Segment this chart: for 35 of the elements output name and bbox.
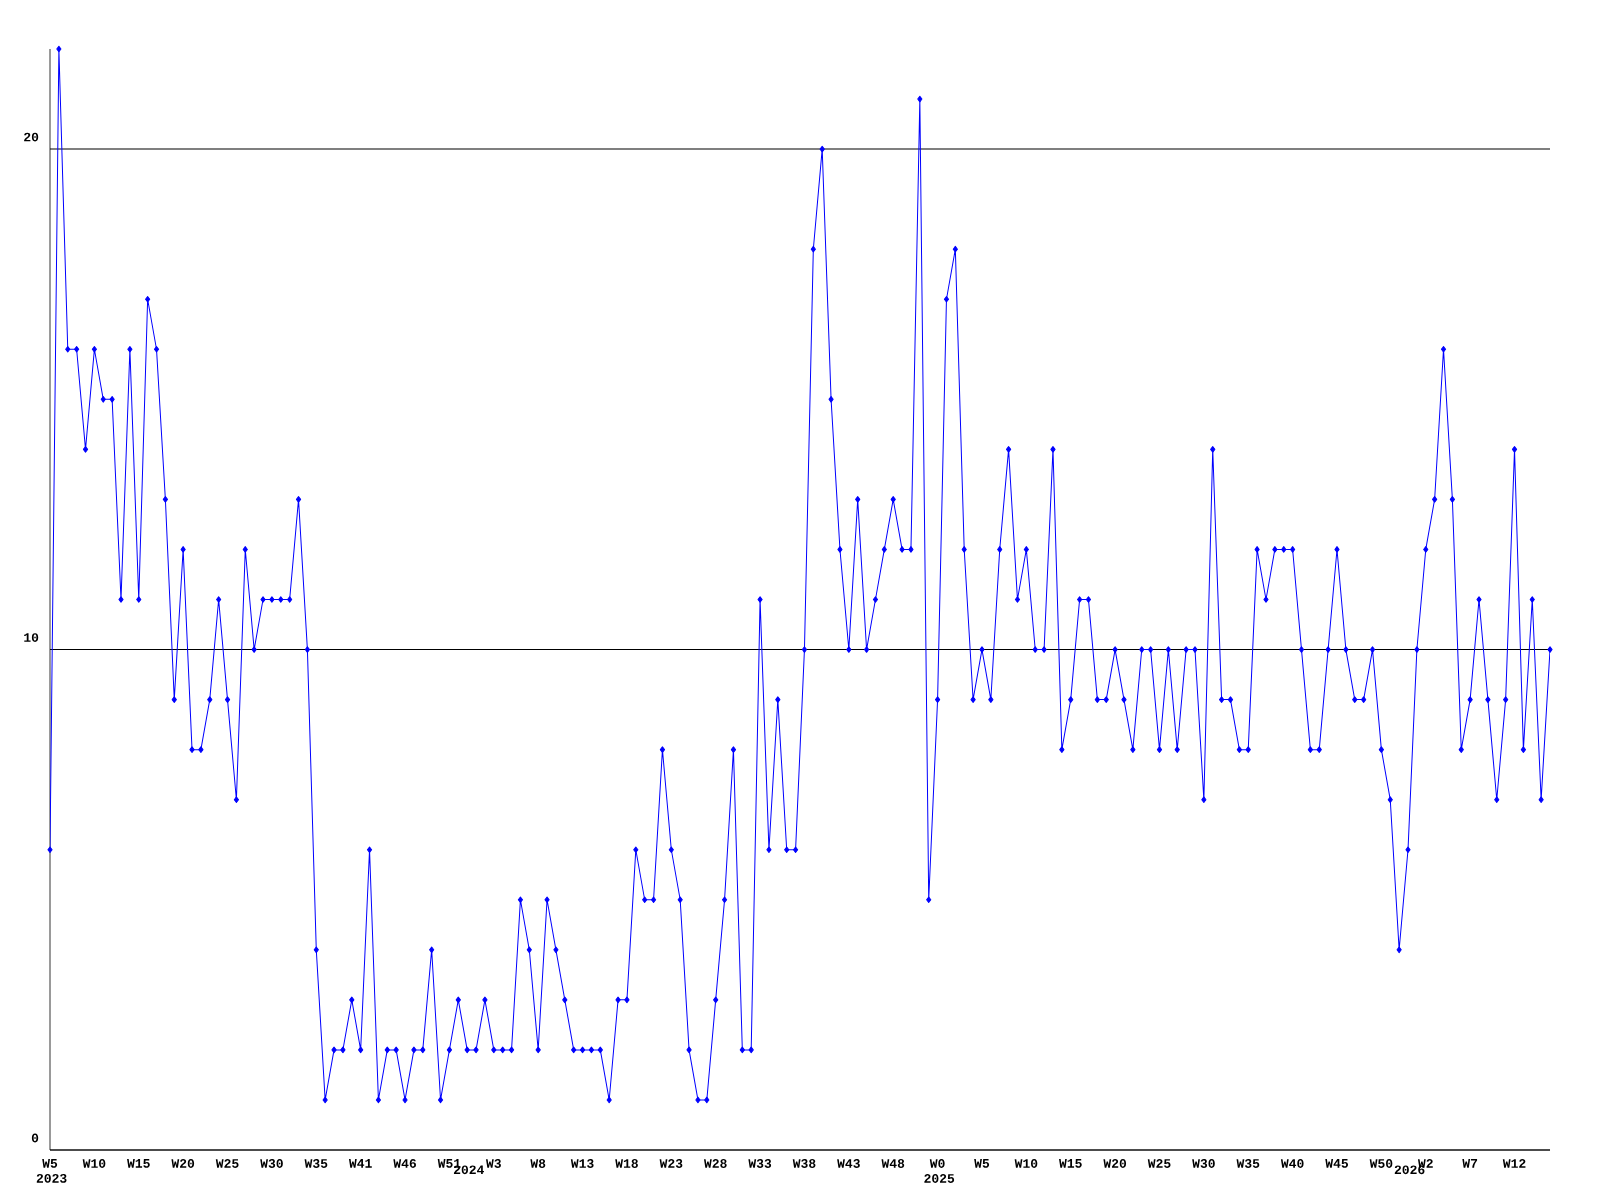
x-tick-label: W28 [703, 1159, 727, 1168]
x-tick-label: W5 2023 [36, 1159, 67, 1183]
x-tick-label: W0 2025 [924, 1159, 955, 1183]
x-tick-label: W30 [260, 1159, 283, 1168]
x-tick-label: W43 [837, 1159, 860, 1168]
x-tick-label: W23 [659, 1159, 683, 1168]
x-tick-label: W25 [1147, 1159, 1171, 1168]
x-tick-label: W7 [1462, 1159, 1478, 1168]
x-tick-label: W15 [127, 1159, 150, 1168]
x-tick-label: W46 [393, 1159, 416, 1168]
x-tick-label: W35 [304, 1159, 328, 1168]
x-tick-label: W8 [530, 1159, 546, 1168]
x-tick-label: W15 [1059, 1159, 1082, 1168]
x-tick-label: W18 [615, 1159, 638, 1168]
x-tick-label: W35 [1236, 1159, 1260, 1168]
x-tick-label: W12 [1502, 1159, 1526, 1168]
x-tick-label: W3 [485, 1159, 501, 1168]
x-tick-label: W38 [792, 1159, 816, 1168]
x-tick-label: W48 [881, 1159, 905, 1168]
x-tick-label: W25 [215, 1159, 239, 1168]
x-tick-label: W41 [348, 1159, 372, 1168]
y-tick-label: 20 [24, 132, 39, 142]
y-tick-label: 0 [31, 1133, 39, 1143]
x-tick-label: W10 [82, 1159, 106, 1168]
y-tick-label: 10 [24, 633, 39, 642]
x-tick-label: W33 [748, 1159, 772, 1168]
x-tick-label: W40 [1280, 1159, 1304, 1168]
x-tick-label: W13 [570, 1159, 594, 1168]
x-tick-label: W50 [1369, 1159, 1393, 1168]
x-tick-label: W10 [1014, 1159, 1038, 1168]
x-tick-label: W30 [1192, 1159, 1215, 1168]
x-tick-label: W45 [1325, 1159, 1349, 1168]
x-tick-label: W5 [974, 1159, 990, 1168]
x-tick-label: W20 [171, 1159, 195, 1168]
x-tick-label: W20 [1103, 1159, 1127, 1168]
